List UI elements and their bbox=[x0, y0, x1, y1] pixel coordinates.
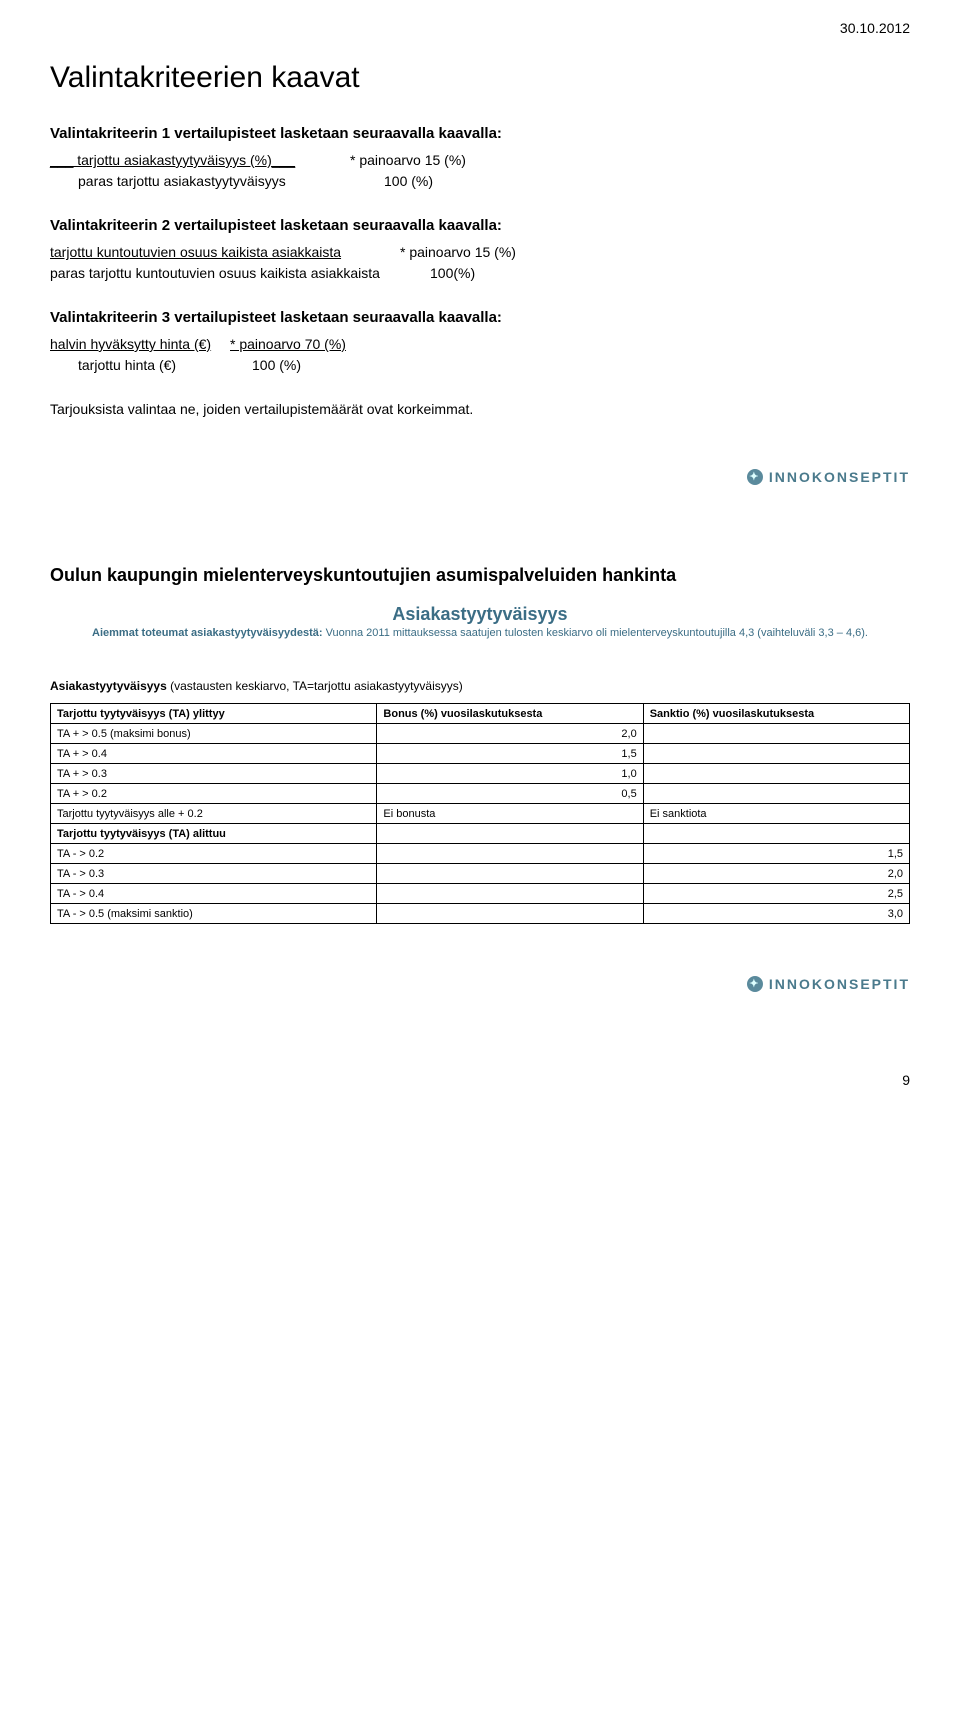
logo-icon: ✦ bbox=[747, 976, 763, 992]
page-date: 30.10.2012 bbox=[50, 20, 910, 36]
row-bonus: 1,0 bbox=[377, 764, 643, 784]
table-caption: Asiakastyytyväisyys (vastausten keskiarv… bbox=[50, 679, 910, 693]
c3-line2-left: tarjottu hinta (€) bbox=[78, 355, 252, 376]
row-bonus: 1,5 bbox=[377, 744, 643, 764]
table-row: TA + > 0.5 (maksimi bonus)2,0 bbox=[51, 724, 910, 744]
row-label: TA - > 0.4 bbox=[51, 884, 377, 904]
row-label: TA + > 0.2 bbox=[51, 784, 377, 804]
criterion1-heading: Valintakriteerin 1 vertailupisteet laske… bbox=[50, 125, 910, 142]
row-label: TA - > 0.3 bbox=[51, 864, 377, 884]
table-caption-bold: Asiakastyytyväisyys bbox=[50, 679, 167, 693]
c3-line1-left: halvin hyväksytty hinta (€) bbox=[50, 334, 230, 355]
col-0: Tarjottu tyytyväisyys (TA) ylittyy bbox=[51, 704, 377, 724]
page-number: 9 bbox=[50, 1072, 910, 1088]
table-row: TA - > 0.3 2,0 bbox=[51, 864, 910, 884]
bot-header-empty1 bbox=[377, 824, 643, 844]
table-mid-row: Tarjottu tyytyväisyys alle + 0.2 Ei bonu… bbox=[51, 804, 910, 824]
row-bonus bbox=[377, 904, 643, 924]
section-2: Oulun kaupungin mielenterveyskuntoutujie… bbox=[50, 565, 910, 992]
brand-logo: ✦ INNOKONSEPTIT bbox=[747, 976, 910, 992]
section-1: Valintakriteerien kaavat Valintakriteeri… bbox=[50, 61, 910, 485]
row-bonus: 0,5 bbox=[377, 784, 643, 804]
section2-title: Oulun kaupungin mielenterveyskuntoutujie… bbox=[50, 565, 910, 586]
table-row: TA - > 0.2 1,5 bbox=[51, 844, 910, 864]
c1-line1-left: ___ tarjottu asiakastyytyväisyys (%)___ bbox=[50, 150, 350, 171]
bonus-sanction-table: Tarjottu tyytyväisyys (TA) ylittyy Bonus… bbox=[50, 703, 910, 924]
note-prefix: Aiemmat toteumat asiakastyytyväisyydestä… bbox=[92, 627, 323, 639]
row-label: TA + > 0.5 (maksimi bonus) bbox=[51, 724, 377, 744]
table-row: TA + > 0.31,0 bbox=[51, 764, 910, 784]
c3-line2-right: 100 (%) bbox=[252, 355, 301, 376]
c2-line2-right: 100(%) bbox=[430, 263, 475, 284]
row-bonus bbox=[377, 844, 643, 864]
row-label: TA + > 0.4 bbox=[51, 744, 377, 764]
criterion2-heading: Valintakriteerin 2 vertailupisteet laske… bbox=[50, 217, 910, 234]
bot-header: Tarjottu tyytyväisyys (TA) alittuu bbox=[51, 824, 377, 844]
row-sanction bbox=[643, 764, 909, 784]
table-row: TA - > 0.4 2,5 bbox=[51, 884, 910, 904]
table-bot-header-row: Tarjottu tyytyväisyys (TA) alittuu bbox=[51, 824, 910, 844]
row-sanction: 3,0 bbox=[643, 904, 909, 924]
row-sanction bbox=[643, 744, 909, 764]
table-header-row: Tarjottu tyytyväisyys (TA) ylittyy Bonus… bbox=[51, 704, 910, 724]
bot-header-empty2 bbox=[643, 824, 909, 844]
criterion3-heading: Valintakriteerin 3 vertailupisteet laske… bbox=[50, 309, 910, 326]
mid-label: Tarjottu tyytyväisyys alle + 0.2 bbox=[51, 804, 377, 824]
row-bonus bbox=[377, 864, 643, 884]
row-sanction bbox=[643, 784, 909, 804]
note-rest: Vuonna 2011 mittauksessa saatujen tulost… bbox=[323, 627, 868, 639]
table-caption-rest: (vastausten keskiarvo, TA=tarjottu asiak… bbox=[167, 679, 463, 693]
logo-text: INNOKONSEPTIT bbox=[769, 469, 910, 485]
table-row: TA + > 0.20,5 bbox=[51, 784, 910, 804]
c3-line1-right: * painoarvo 70 (%) bbox=[230, 334, 346, 355]
row-bonus: 2,0 bbox=[377, 724, 643, 744]
row-bonus bbox=[377, 884, 643, 904]
section2-subtitle: Asiakastyytyväisyys bbox=[50, 604, 910, 625]
c2-line1-right: * painoarvo 15 (%) bbox=[400, 242, 516, 263]
col-1: Bonus (%) vuosilaskutuksesta bbox=[377, 704, 643, 724]
conclusion-text: Tarjouksista valintaa ne, joiden vertail… bbox=[50, 401, 910, 417]
c1-line2-left: paras tarjottu asiakastyytyväisyys bbox=[78, 171, 384, 192]
c1-line1-right: * painoarvo 15 (%) bbox=[350, 150, 466, 171]
row-sanction: 1,5 bbox=[643, 844, 909, 864]
table-row: TA - > 0.5 (maksimi sanktio) 3,0 bbox=[51, 904, 910, 924]
table-row: TA + > 0.41,5 bbox=[51, 744, 910, 764]
brand-logo: ✦ INNOKONSEPTIT bbox=[747, 469, 910, 485]
col-2: Sanktio (%) vuosilaskutuksesta bbox=[643, 704, 909, 724]
mid-sanction: Ei sanktiota bbox=[643, 804, 909, 824]
section2-note: Aiemmat toteumat asiakastyytyväisyydestä… bbox=[50, 627, 910, 639]
mid-bonus: Ei bonusta bbox=[377, 804, 643, 824]
row-label: TA + > 0.3 bbox=[51, 764, 377, 784]
c2-line2-left: paras tarjottu kuntoutuvien osuus kaikis… bbox=[50, 263, 430, 284]
logo-text: INNOKONSEPTIT bbox=[769, 976, 910, 992]
row-sanction: 2,0 bbox=[643, 864, 909, 884]
row-label: TA - > 0.5 (maksimi sanktio) bbox=[51, 904, 377, 924]
row-sanction: 2,5 bbox=[643, 884, 909, 904]
c2-line1-left: tarjottu kuntoutuvien osuus kaikista asi… bbox=[50, 242, 400, 263]
main-title: Valintakriteerien kaavat bbox=[50, 61, 910, 95]
logo-icon: ✦ bbox=[747, 469, 763, 485]
c1-line2-right: 100 (%) bbox=[384, 171, 433, 192]
row-sanction bbox=[643, 724, 909, 744]
row-label: TA - > 0.2 bbox=[51, 844, 377, 864]
